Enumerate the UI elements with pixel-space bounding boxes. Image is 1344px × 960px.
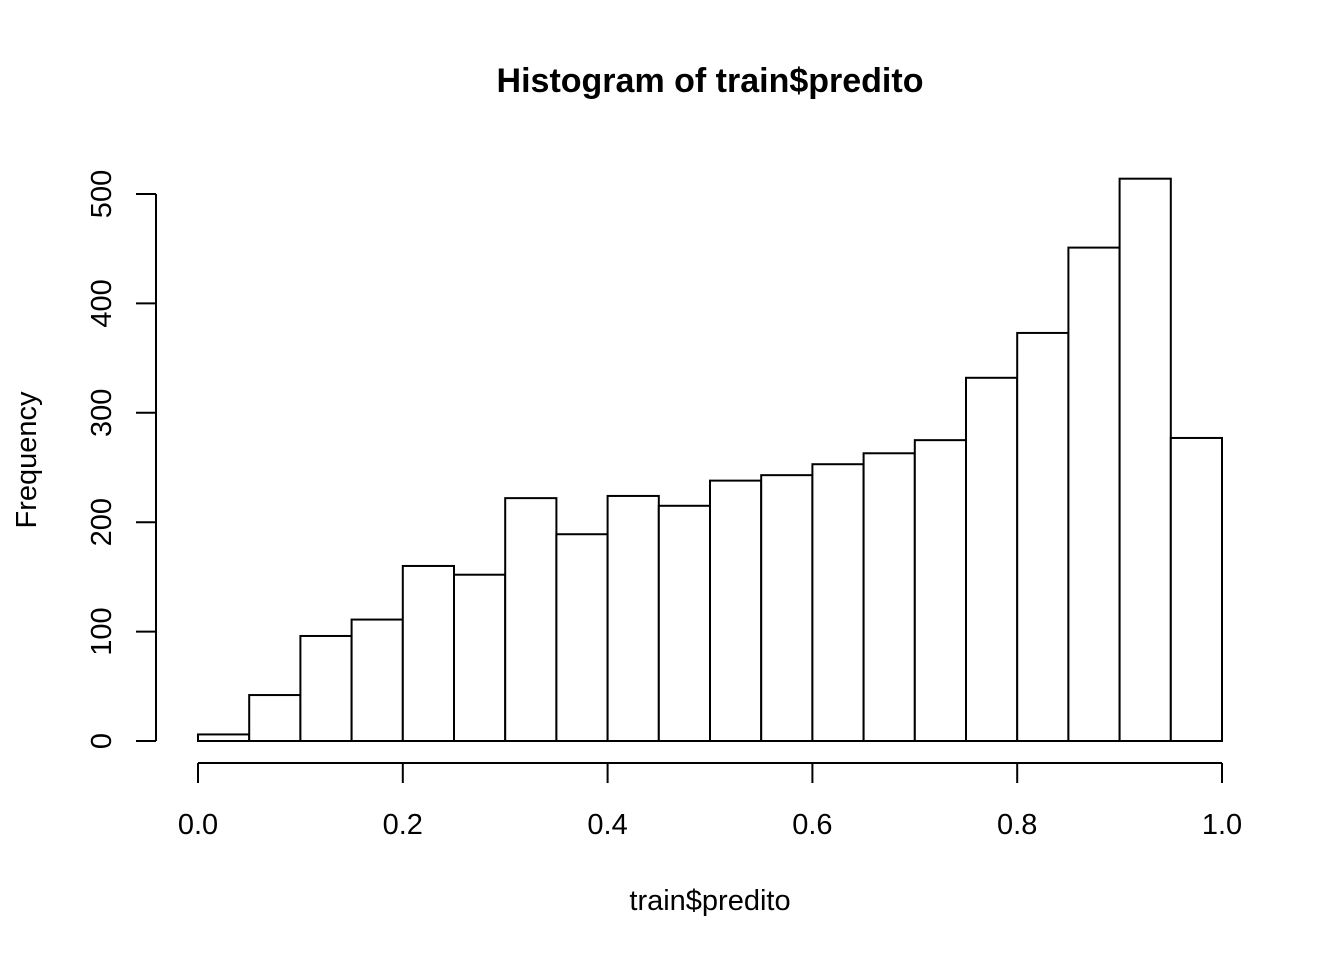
x-tick-label: 1.0 bbox=[1202, 809, 1242, 841]
histogram-bar bbox=[606, 494, 660, 742]
chart-title: Histogram of train$predito bbox=[497, 62, 924, 100]
histogram-bar bbox=[197, 733, 251, 742]
histogram-bar bbox=[811, 463, 865, 742]
histogram-bar bbox=[862, 452, 916, 742]
x-axis-label: train$predito bbox=[629, 885, 790, 917]
x-tick-label: 0.2 bbox=[383, 809, 423, 841]
histogram-bar bbox=[1169, 436, 1224, 742]
y-tick-label: 400 bbox=[86, 279, 118, 327]
x-tick-label: 0.6 bbox=[792, 809, 832, 841]
y-tick-label: 100 bbox=[86, 607, 118, 655]
x-tick-label: 0.0 bbox=[178, 809, 218, 841]
histogram-bar bbox=[350, 618, 404, 742]
histogram-bar bbox=[299, 634, 353, 743]
histogram-bar bbox=[657, 504, 711, 743]
histogram-bar bbox=[1016, 331, 1070, 742]
histogram-bar bbox=[401, 564, 455, 743]
y-axis: 0 100 200 300 400 500 bbox=[86, 170, 157, 749]
histogram-bar bbox=[913, 439, 967, 742]
x-tick-label: 0.4 bbox=[587, 809, 627, 841]
histogram-bar bbox=[709, 479, 763, 742]
bars-group bbox=[197, 177, 1224, 743]
histogram-bar bbox=[1067, 246, 1121, 743]
y-tick-label: 300 bbox=[86, 389, 118, 437]
histogram-bar bbox=[453, 573, 507, 742]
y-tick-label: 0 bbox=[86, 733, 118, 749]
y-tick-label: 200 bbox=[86, 498, 118, 546]
y-axis-label: Frequency bbox=[11, 391, 43, 529]
histogram-bar bbox=[504, 497, 558, 742]
histogram-bar bbox=[965, 376, 1019, 742]
histogram-bar bbox=[760, 474, 814, 742]
histogram-bar bbox=[1118, 177, 1172, 742]
y-tick-label: 500 bbox=[86, 170, 118, 218]
histogram-bar bbox=[555, 533, 609, 743]
x-tick-label: 0.8 bbox=[997, 809, 1037, 841]
x-axis: 0.0 0.2 0.4 0.6 0.8 1.0 bbox=[178, 762, 1242, 841]
histogram-bar bbox=[248, 694, 302, 742]
